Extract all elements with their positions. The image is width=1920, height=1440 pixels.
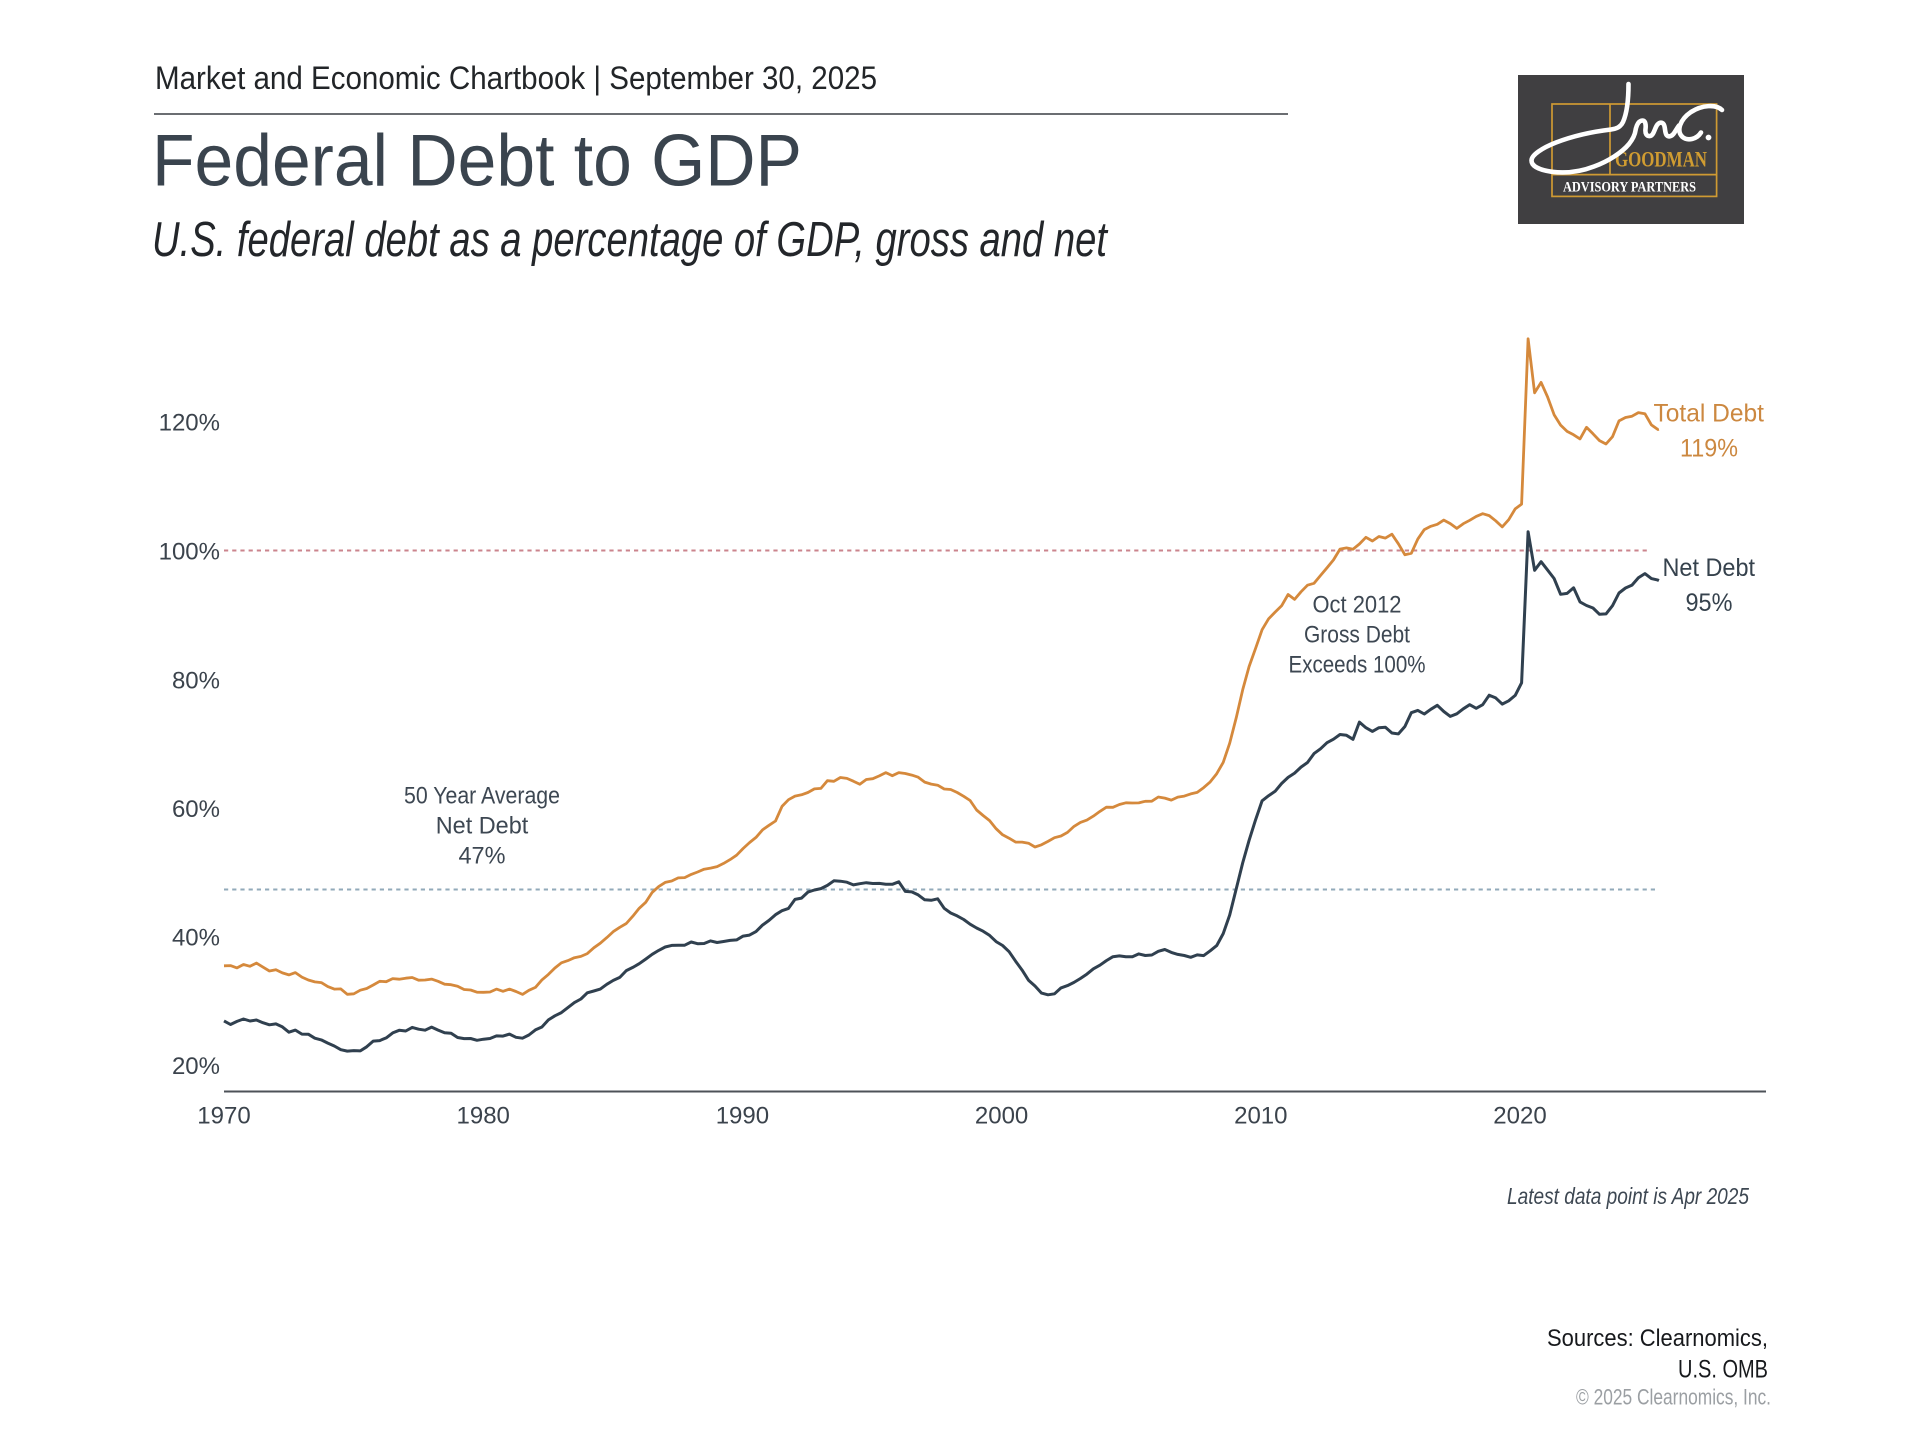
svg-text:47%: 47% <box>459 843 506 870</box>
svg-text:60%: 60% <box>172 796 220 823</box>
svg-text:Gross Debt: Gross Debt <box>1304 622 1410 649</box>
svg-text:2020: 2020 <box>1493 1103 1546 1130</box>
svg-text:Total Debt: Total Debt <box>1654 400 1765 428</box>
svg-text:50 Year Average: 50 Year Average <box>404 783 560 810</box>
svg-text:Net Debt: Net Debt <box>1663 554 1756 582</box>
svg-text:119%: 119% <box>1680 435 1738 463</box>
svg-text:GOODMAN: GOODMAN <box>1615 147 1707 172</box>
svg-text:Sources: Clearnomics,: Sources: Clearnomics, <box>1547 1325 1768 1352</box>
svg-text:Exceeds 100%: Exceeds 100% <box>1289 652 1426 679</box>
svg-text:1970: 1970 <box>197 1103 250 1130</box>
svg-text:Federal Debt to GDP: Federal Debt to GDP <box>152 121 802 202</box>
svg-text:95%: 95% <box>1686 589 1733 617</box>
svg-text:20%: 20% <box>172 1053 220 1080</box>
svg-text:Market and Economic Chartbook: Market and Economic Chartbook | Septembe… <box>155 60 877 96</box>
svg-text:Latest data point is Apr 2025: Latest data point is Apr 2025 <box>1507 1183 1749 1209</box>
svg-text:100%: 100% <box>159 539 220 566</box>
svg-text:2010: 2010 <box>1234 1103 1287 1130</box>
svg-text:Oct 2012: Oct 2012 <box>1313 592 1402 619</box>
svg-text:ADVISORY PARTNERS: ADVISORY PARTNERS <box>1563 180 1696 196</box>
svg-text:80%: 80% <box>172 668 220 695</box>
svg-text:U.S. OMB: U.S. OMB <box>1678 1356 1768 1384</box>
svg-text:2000: 2000 <box>975 1103 1028 1130</box>
svg-text:40%: 40% <box>172 925 220 952</box>
svg-text:120%: 120% <box>159 410 220 437</box>
svg-text:© 2025 Clearnomics, Inc.: © 2025 Clearnomics, Inc. <box>1576 1385 1771 1410</box>
svg-text:1990: 1990 <box>716 1103 769 1130</box>
svg-text:1980: 1980 <box>457 1103 510 1130</box>
svg-text:Net Debt: Net Debt <box>436 813 529 840</box>
svg-text:U.S. federal debt as a percent: U.S. federal debt as a percentage of GDP… <box>152 213 1109 267</box>
